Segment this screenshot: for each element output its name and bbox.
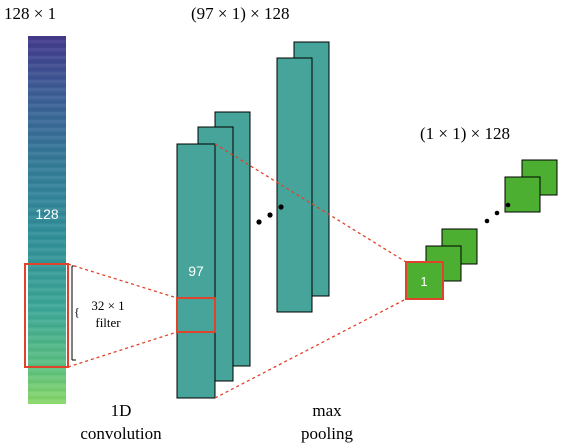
conv-length-label: 97 (188, 263, 204, 279)
pool-length-label: 1 (420, 274, 427, 289)
conv-output-cell (176, 297, 216, 333)
pool-output-1 (405, 261, 444, 300)
svg-text:{: { (74, 305, 80, 319)
conv-shape-label: (97 × 1) × 128 (191, 4, 290, 23)
filter-size-label: 32 × 1 (91, 298, 124, 313)
pool-ellipsis (484, 202, 511, 224)
conv-caption-line2: convolution (80, 424, 162, 443)
conv-map-1 (176, 143, 216, 399)
input-vector (28, 36, 66, 404)
pool-caption-line1: max (312, 401, 342, 420)
filter-projection-bottom (67, 331, 178, 368)
conv-caption-line1: 1D (111, 401, 132, 420)
pool-output-last-front (504, 176, 541, 213)
pool-projection-top (214, 143, 407, 263)
filter-projection-top (67, 263, 178, 299)
conv-map-last-front (276, 57, 313, 313)
filter-window (24, 263, 69, 368)
conv-feature-maps (176, 41, 330, 399)
pool-outputs (405, 159, 558, 300)
input-length-label: 128 (35, 206, 59, 222)
input-shape-label: 128 × 1 (4, 4, 56, 23)
conv-ellipsis (256, 204, 284, 225)
pool-caption-line2: pooling (301, 424, 353, 443)
filter-word-label: filter (95, 315, 121, 330)
pool-shape-label: (1 × 1) × 128 (420, 124, 510, 143)
